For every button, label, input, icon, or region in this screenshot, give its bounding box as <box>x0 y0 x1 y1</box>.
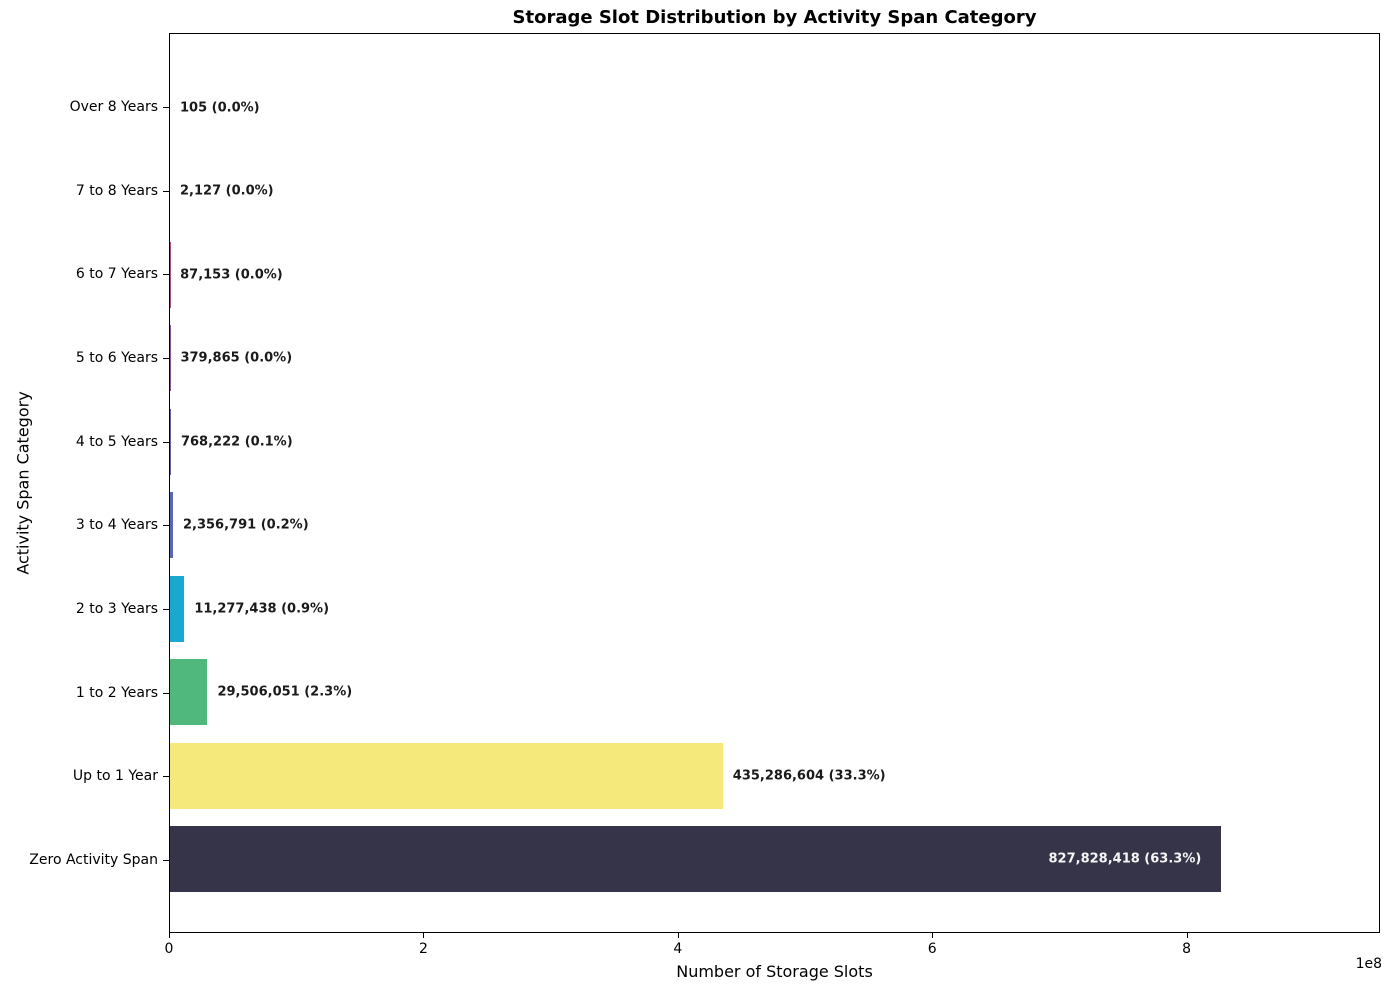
y-tick-row-up-to-1-year: Up to 1 Year <box>0 735 169 819</box>
y-tick-mark <box>163 860 169 862</box>
bar-2-to-3-years <box>170 575 185 642</box>
y-tick-label: 5 to 6 Years <box>75 349 158 366</box>
y-tick-row-2-to-3-years: 2 to 3 Years <box>0 567 169 651</box>
value-label-3-to-4-years: 2,356,791 (0.2%) <box>182 517 309 533</box>
bar-up-to-1-year <box>170 742 723 809</box>
y-tick-row-1-to-2-years: 1 to 2 Years <box>0 651 169 735</box>
y-tick-mark <box>163 357 169 359</box>
y-tick-label: 2 to 3 Years <box>75 601 158 618</box>
value-label-4-to-5-years: 768,222 (0.1%) <box>180 434 293 450</box>
x-tick-mark <box>677 933 679 938</box>
plot-area: 105 (0.0%) 2,127 (0.0%) 87,153 (0.0%) 379,8… <box>169 33 1380 933</box>
value-label-5-to-6-years: 379,865 (0.0%) <box>180 350 293 366</box>
x-tick-label: 6 <box>927 941 937 957</box>
value-label-zero-activity-span: 827,828,418 (63.3%) <box>1048 851 1202 867</box>
x-axis-tick-labels: 0 2 4 6 8 <box>165 933 1380 963</box>
y-tick-row-zero-activity-span: Zero Activity Span <box>0 818 169 902</box>
y-tick-label: 1 to 2 Years <box>75 684 158 701</box>
y-tick-mark <box>163 525 169 527</box>
y-tick-mark <box>163 190 169 192</box>
bar-row-over-8-years: 105 (0.0%) <box>170 66 1379 150</box>
y-tick-label: Over 8 Years <box>69 98 158 115</box>
bar-4-to-5-years <box>170 408 171 475</box>
bar-row-7-to-8-years: 2,127 (0.0%) <box>170 150 1379 234</box>
value-label-7-to-8-years: 2,127 (0.0%) <box>180 183 274 199</box>
bar-row-3-to-4-years: 2,356,791 (0.2%) <box>170 484 1379 568</box>
x-tick-label: 4 <box>673 941 683 957</box>
bar-row-5-to-6-years: 379,865 (0.0%) <box>170 317 1379 401</box>
x-axis-offset-label: 1e8 <box>1355 956 1382 972</box>
bar-row-6-to-7-years: 87,153 (0.0%) <box>170 233 1379 317</box>
y-tick-label: 4 to 5 Years <box>75 433 158 450</box>
x-tick-mark <box>1186 933 1188 938</box>
bar-row-1-to-2-years: 29,506,051 (2.3%) <box>170 651 1379 735</box>
value-label-6-to-7-years: 87,153 (0.0%) <box>180 267 283 283</box>
y-tick-mark <box>163 692 169 694</box>
x-tick-label: 2 <box>418 941 428 957</box>
bar-row-2-to-3-years: 11,277,438 (0.9%) <box>170 567 1379 651</box>
y-tick-label: 7 to 8 Years <box>75 182 158 199</box>
x-tick-label: 8 <box>1182 941 1192 957</box>
bar-3-to-4-years <box>170 492 173 559</box>
y-tick-row-3-to-4-years: 3 to 4 Years <box>0 484 169 568</box>
bar-rows-container: 105 (0.0%) 2,127 (0.0%) 87,153 (0.0%) 379,8… <box>170 34 1379 932</box>
bar-row-zero-activity-span: 827,828,418 (63.3%) <box>170 818 1379 902</box>
x-tick-mark <box>932 933 934 938</box>
chart-title: Storage Slot Distribution by Activity Sp… <box>512 7 1037 28</box>
y-tick-mark <box>163 106 169 108</box>
bar-row-up-to-1-year: 435,286,604 (33.3%) <box>170 734 1379 818</box>
x-tick-mark <box>423 933 425 938</box>
value-label-over-8-years: 105 (0.0%) <box>180 100 260 116</box>
value-label-1-to-2-years: 29,506,051 (2.3%) <box>217 684 353 700</box>
y-tick-mark <box>163 609 169 611</box>
y-tick-row-over-8-years: Over 8 Years <box>0 65 169 149</box>
y-tick-mark <box>163 441 169 443</box>
y-tick-mark <box>163 274 169 276</box>
bar-row-4-to-5-years: 768,222 (0.1%) <box>170 400 1379 484</box>
y-tick-row-7-to-8-years: 7 to 8 Years <box>0 149 169 233</box>
value-label-up-to-1-year: 435,286,604 (33.3%) <box>732 768 886 784</box>
bar-zero-activity-span <box>170 826 1222 893</box>
y-tick-label: Zero Activity Span <box>29 852 158 869</box>
y-tick-row-4-to-5-years: 4 to 5 Years <box>0 400 169 484</box>
bar-1-to-2-years <box>170 659 208 726</box>
y-tick-row-6-to-7-years: 6 to 7 Years <box>0 232 169 316</box>
y-tick-label: 6 to 7 Years <box>75 266 158 283</box>
y-tick-label: 3 to 4 Years <box>75 517 158 534</box>
y-tick-mark <box>163 776 169 778</box>
y-tick-label: Up to 1 Year <box>72 768 158 785</box>
x-axis-label: Number of Storage Slots <box>676 962 873 981</box>
x-tick-mark <box>169 933 170 938</box>
x-tick-label: 0 <box>164 941 174 957</box>
y-tick-row-5-to-6-years: 5 to 6 Years <box>0 316 169 400</box>
value-label-2-to-3-years: 11,277,438 (0.9%) <box>194 601 330 617</box>
y-axis-tick-labels: Over 8 Years 7 to 8 Years 6 to 7 Years 5 to… <box>0 33 169 933</box>
